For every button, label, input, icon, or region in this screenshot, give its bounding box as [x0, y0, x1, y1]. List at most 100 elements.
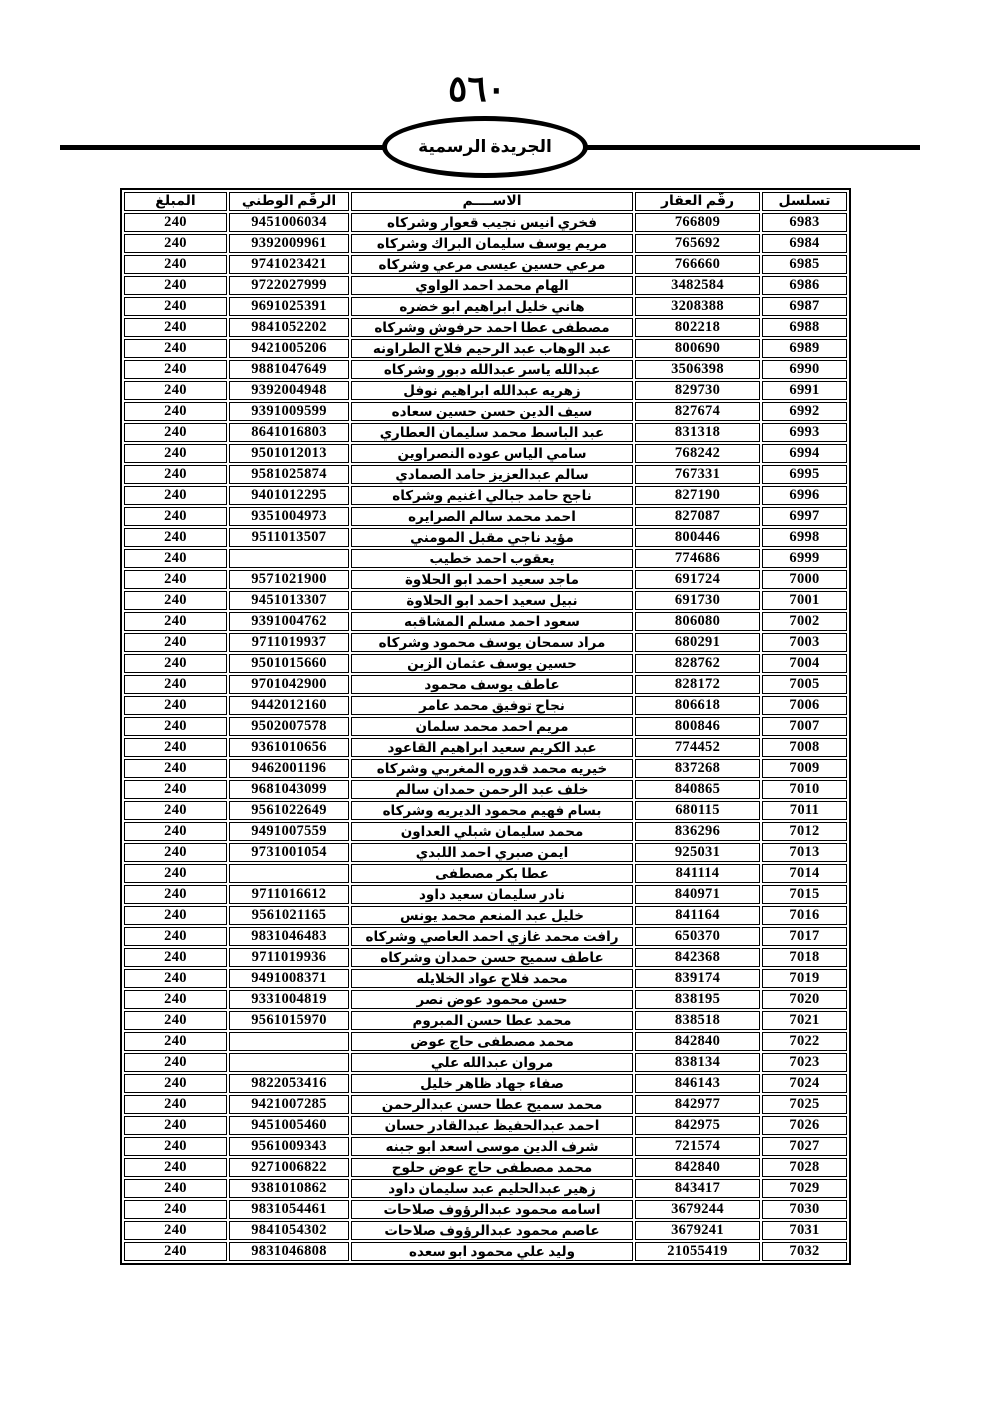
cell-national-number: 9392004948: [229, 381, 349, 400]
cell-national-number: 9501015660: [229, 654, 349, 673]
cell-amount: 240: [124, 339, 227, 358]
table-row: 7032 21055419 وليد علي محمود ابو سعده 98310…: [124, 1242, 847, 1261]
cell-property-number: 3679241: [635, 1221, 760, 1240]
cell-national-number: 9841052202: [229, 318, 349, 337]
table-row: 7011 680115 بسام فهيم محمود الديريه وشركاه…: [124, 801, 847, 820]
cell-property-number: 800690: [635, 339, 760, 358]
table-row: 7023 838134 مروان عبدالله علي 240: [124, 1053, 847, 1072]
cell-national-number: 9421007285: [229, 1095, 349, 1114]
cell-amount: 240: [124, 444, 227, 463]
table-row: 6990 3506398 عبدالله ياسر عبدالله دبور وشر…: [124, 360, 847, 379]
cell-serial: 7012: [762, 822, 847, 841]
cell-name: صفاء جهاد ظاهر خليل: [351, 1074, 633, 1093]
cell-amount: 240: [124, 213, 227, 232]
table-row: 7005 828172 عاطف يوسف محمود 9701042900 240: [124, 675, 847, 694]
cell-amount: 240: [124, 717, 227, 736]
cell-serial: 7002: [762, 612, 847, 631]
cell-name: نجاح توفيق محمد عامر: [351, 696, 633, 715]
cell-amount: 240: [124, 990, 227, 1009]
table-header-row: تسلسل رقّم العقار الاســــم الرقّم الوطني ال…: [124, 192, 847, 211]
cell-national-number: 9451006034: [229, 213, 349, 232]
cell-amount: 240: [124, 465, 227, 484]
cell-serial: 7019: [762, 969, 847, 988]
table-row: 6995 767331 سالم عبدالعزيز حامد الصمادي 958…: [124, 465, 847, 484]
cell-amount: 240: [124, 255, 227, 274]
table-row: 7025 842977 محمد سميح عطا حسن عبدالرحمن 942…: [124, 1095, 847, 1114]
cell-property-number: 839174: [635, 969, 760, 988]
cell-national-number: [229, 1032, 349, 1051]
cell-national-number: 9451005460: [229, 1116, 349, 1135]
cell-name: عاطف سميح حسن حمدان وشركاه: [351, 948, 633, 967]
table-row: 7022 842840 محمد مصطفى حاج عوض 240: [124, 1032, 847, 1051]
cell-national-number: [229, 864, 349, 883]
cell-name: ناجح حامد جبالي اغنيم وشركاه: [351, 486, 633, 505]
cell-name: عبدالله ياسر عبدالله دبور وشركاه: [351, 360, 633, 379]
cell-name: عاصم محمود عبدالرؤوف صلاحات: [351, 1221, 633, 1240]
cell-amount: 240: [124, 969, 227, 988]
cell-name: محمد عطا حسن المبروم: [351, 1011, 633, 1030]
cell-name: عبد الكريم سعيد ابراهيم القاعود: [351, 738, 633, 757]
cell-amount: 240: [124, 528, 227, 547]
cell-name: يعقوب احمد خطيب: [351, 549, 633, 568]
table-row: 7029 843417 زهير عبدالحليم عبد سليمان داود…: [124, 1179, 847, 1198]
cell-property-number: 768242: [635, 444, 760, 463]
cell-property-number: 829730: [635, 381, 760, 400]
table-row: 7008 774452 عبد الكريم سعيد ابراهيم القاعو…: [124, 738, 847, 757]
cell-name: اسامه محمود عبدالرؤوف صلاحات: [351, 1200, 633, 1219]
cell-name: مريم يوسف سليمان البراك وشركاه: [351, 234, 633, 253]
table-row: 6988 802218 مصطفى عطا احمد حرفوش وشركاه 984…: [124, 318, 847, 337]
cell-property-number: 842975: [635, 1116, 760, 1135]
cell-name: مروان عبدالله علي: [351, 1053, 633, 1072]
table-row: 6999 774686 يعقوب احمد خطيب 240: [124, 549, 847, 568]
cell-serial: 7015: [762, 885, 847, 904]
cell-serial: 6995: [762, 465, 847, 484]
cell-property-number: 836296: [635, 822, 760, 841]
cell-national-number: 9381010862: [229, 1179, 349, 1198]
cell-name: شرف الدين موسى اسعد ابو جبنه: [351, 1137, 633, 1156]
cell-amount: 240: [124, 1137, 227, 1156]
cell-property-number: 21055419: [635, 1242, 760, 1261]
table-row: 7003 680291 مراد سمحان يوسف محمود وشركاه 97…: [124, 633, 847, 652]
cell-name: محمد فلاح عواد الخلايله: [351, 969, 633, 988]
cell-amount: 240: [124, 696, 227, 715]
cell-amount: 240: [124, 1200, 227, 1219]
cell-property-number: 3506398: [635, 360, 760, 379]
cell-national-number: 9681043099: [229, 780, 349, 799]
cell-property-number: 800446: [635, 528, 760, 547]
table-row: 6993 831318 عبد الباسط محمد سليمان العطاري…: [124, 423, 847, 442]
cell-amount: 240: [124, 738, 227, 757]
table-row: 7020 838195 حسن محمود عوض نصر 9331004819 240: [124, 990, 847, 1009]
cell-national-number: 9831054461: [229, 1200, 349, 1219]
cell-serial: 7001: [762, 591, 847, 610]
cell-amount: 240: [124, 1053, 227, 1072]
cell-serial: 7029: [762, 1179, 847, 1198]
cell-national-number: 9571021900: [229, 570, 349, 589]
cell-name: مؤيد ناجي مقبل المومني: [351, 528, 633, 547]
cell-name: احمد محمد سالم الصرايره: [351, 507, 633, 526]
table-row: 7031 3679241 عاصم محمود عبدالرؤوف صلاحات 98…: [124, 1221, 847, 1240]
table-row: 7019 839174 محمد فلاح عواد الخلايله 9491008…: [124, 969, 847, 988]
cell-national-number: 9731001054: [229, 843, 349, 862]
cell-property-number: 774686: [635, 549, 760, 568]
cell-national-number: 9561015970: [229, 1011, 349, 1030]
cell-national-number: 9391004762: [229, 612, 349, 631]
cell-amount: 240: [124, 486, 227, 505]
page-number: ٥٦٠: [447, 68, 507, 110]
cell-serial: 7011: [762, 801, 847, 820]
cell-national-number: 9442012160: [229, 696, 349, 715]
cell-amount: 240: [124, 633, 227, 652]
column-header-property-number: رقّم العقار: [635, 192, 760, 211]
table-row: 7004 828762 حسين يوسف عثمان الزبن 950101566…: [124, 654, 847, 673]
cell-property-number: 827674: [635, 402, 760, 421]
cell-name: وليد علي محمود ابو سعده: [351, 1242, 633, 1261]
cell-property-number: 828172: [635, 675, 760, 694]
cell-national-number: 9462001196: [229, 759, 349, 778]
cell-serial: 7030: [762, 1200, 847, 1219]
table-row: 7030 3679244 اسامه محمود عبدالرؤوف صلاحات 9…: [124, 1200, 847, 1219]
cell-serial: 7020: [762, 990, 847, 1009]
cell-property-number: 838195: [635, 990, 760, 1009]
cell-name: عطا بكر مصطفى: [351, 864, 633, 883]
cell-amount: 240: [124, 1158, 227, 1177]
table-row: 7024 846143 صفاء جهاد ظاهر خليل 9822053416 2…: [124, 1074, 847, 1093]
cell-serial: 7017: [762, 927, 847, 946]
